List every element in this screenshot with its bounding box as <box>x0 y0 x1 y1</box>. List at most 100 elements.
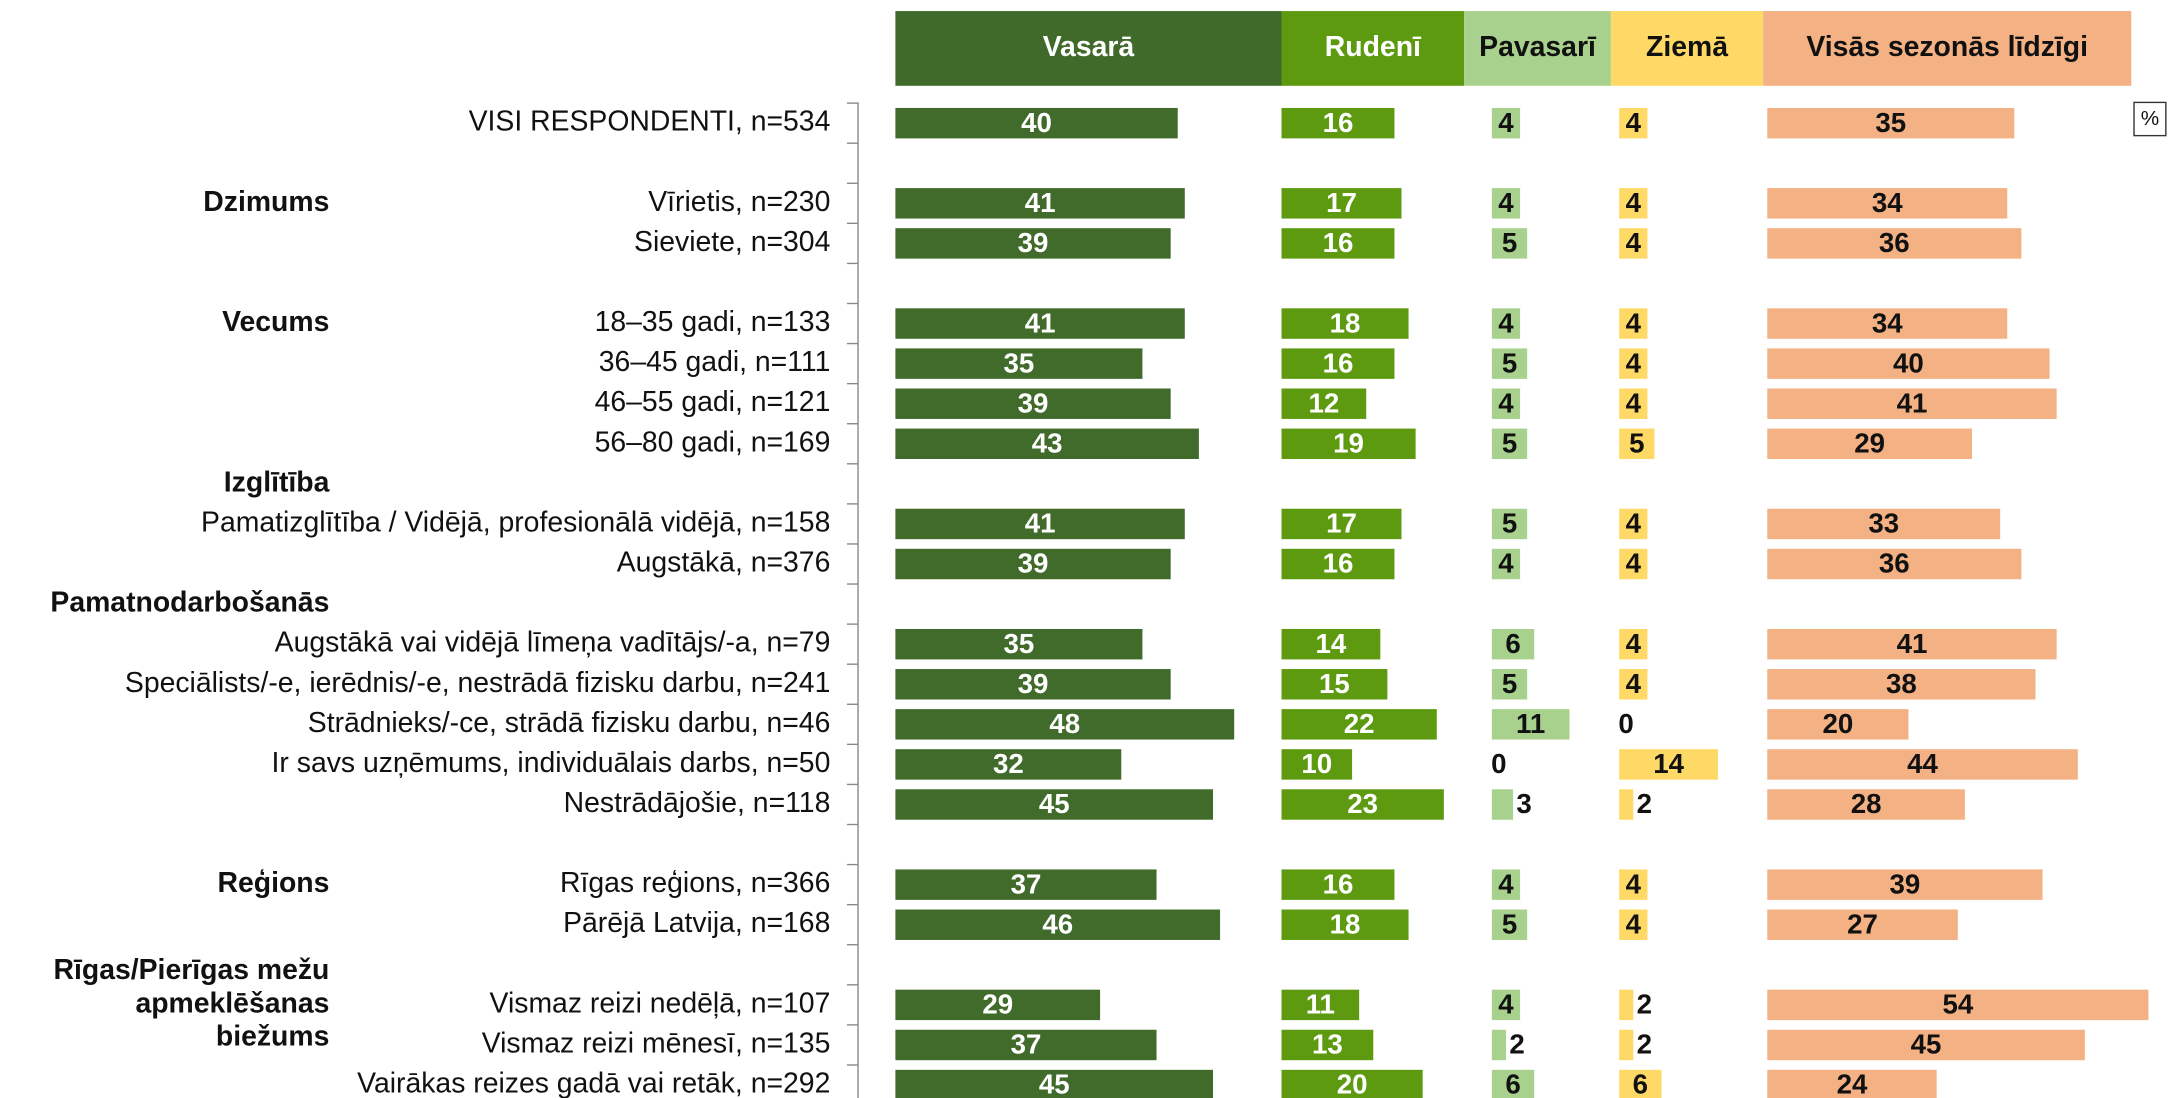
data-label: 6 <box>1505 1069 1520 1098</box>
data-label: 4 <box>1626 628 1642 659</box>
bar <box>1491 628 1535 660</box>
data-label: 5 <box>1629 427 1644 458</box>
bar <box>1767 669 2036 700</box>
bar <box>1767 909 1958 940</box>
data-label: 17 <box>1326 187 1357 218</box>
bar <box>1767 869 2043 900</box>
bar <box>895 548 1171 580</box>
bar <box>1619 628 1648 660</box>
bar <box>895 1069 1214 1098</box>
category-label: Pārējā Latvija, n=168 <box>563 907 830 939</box>
data-label: 16 <box>1323 347 1354 378</box>
bar <box>895 348 1143 379</box>
category-label: Vairākas reizes gadā vai retāk, n=292 <box>357 1068 830 1098</box>
bar <box>895 188 1185 219</box>
data-label: 4 <box>1626 548 1642 579</box>
bar <box>1281 789 1444 820</box>
category-label: Augstākā, n=376 <box>617 547 831 579</box>
data-label: 0 <box>1618 708 1633 739</box>
bar <box>1281 1069 1423 1098</box>
series-header <box>1281 11 1465 86</box>
bar <box>1767 388 2057 419</box>
legend-label: Vasarā <box>1043 31 1135 63</box>
data-label: 38 <box>1886 668 1917 699</box>
data-label: 28 <box>1851 788 1882 819</box>
data-label: 29 <box>1854 427 1885 458</box>
bar <box>895 789 1214 820</box>
data-label: 39 <box>1018 668 1049 699</box>
data-label: 44 <box>1907 748 1938 779</box>
bar <box>1491 188 1521 219</box>
group-label: Pamatnodarbošanās <box>50 587 329 619</box>
category-label: Pamatizglītība / Vidējā, profesionālā vi… <box>201 506 830 538</box>
bar <box>1491 548 1521 580</box>
data-label: 16 <box>1323 227 1354 258</box>
category-label: Nestrādājošie, n=118 <box>564 787 831 819</box>
bar <box>895 428 1199 460</box>
data-label: 11 <box>1306 989 1335 1020</box>
data-label: 4 <box>1498 548 1514 579</box>
bar <box>895 228 1171 259</box>
category-label: 36–45 gadi, n=111 <box>599 346 831 378</box>
category-label: Rīgas reģions, n=366 <box>560 867 830 899</box>
data-label: 4 <box>1626 347 1642 378</box>
bar <box>1491 107 1521 139</box>
data-label: 4 <box>1498 868 1514 899</box>
category-label: Speciālists/-e, ierēdnis/-e, nestrādā fi… <box>125 667 830 699</box>
bar <box>1767 548 2022 580</box>
category-label: Vismaz reizi nedēļā, n=107 <box>490 987 831 1019</box>
data-label: 41 <box>1897 387 1928 418</box>
bar <box>1619 749 1719 780</box>
bar <box>1767 709 1909 740</box>
data-label: 6 <box>1633 1069 1648 1098</box>
bar <box>1491 348 1528 379</box>
data-label: 19 <box>1333 427 1364 458</box>
group-label: Dzimums <box>203 186 329 218</box>
data-label: 34 <box>1872 187 1903 218</box>
bar <box>895 1029 1157 1061</box>
data-label: 16 <box>1323 868 1354 899</box>
data-label: 35 <box>1004 347 1035 378</box>
series-header <box>1763 11 2132 86</box>
bar <box>895 388 1171 419</box>
data-label: 5 <box>1502 227 1517 258</box>
data-label: 41 <box>1025 307 1056 338</box>
data-label: 45 <box>1911 1029 1942 1060</box>
category-label: Vīrietis, n=230 <box>648 186 830 218</box>
data-label: 41 <box>1025 508 1056 539</box>
data-label: 13 <box>1312 1029 1343 1060</box>
data-label: 34 <box>1872 307 1903 338</box>
data-label: 37 <box>1011 868 1042 899</box>
legend-label: Ziemā <box>1646 31 1728 63</box>
bar <box>895 669 1171 700</box>
bar <box>1281 188 1402 219</box>
data-label: 4 <box>1498 307 1514 338</box>
bar <box>1619 188 1648 219</box>
category-label: Ir savs uzņēmums, individuālais darbs, n… <box>272 747 831 779</box>
group-label: apmeklēšanas <box>135 987 329 1019</box>
bar <box>1619 1069 1662 1098</box>
data-label: 0 <box>1491 748 1506 779</box>
bar <box>1619 1029 1634 1061</box>
legend-label: Pavasarī <box>1479 31 1597 63</box>
data-label: 46 <box>1042 908 1073 939</box>
bar <box>1619 508 1648 540</box>
data-label: 39 <box>1018 387 1049 418</box>
data-label: 14 <box>1653 748 1684 779</box>
bar <box>1491 669 1528 700</box>
bar <box>1767 1069 1937 1098</box>
bar <box>1619 669 1648 700</box>
data-label: 16 <box>1323 107 1354 138</box>
data-label: 43 <box>1032 427 1063 458</box>
bar <box>1619 308 1648 339</box>
data-label: 4 <box>1626 107 1642 138</box>
bar <box>895 508 1185 540</box>
bar <box>1281 428 1416 460</box>
bar <box>1767 789 1965 820</box>
data-label: 4 <box>1626 668 1642 699</box>
bar <box>1281 228 1395 259</box>
bar <box>1767 348 2050 379</box>
data-label: 24 <box>1837 1069 1868 1098</box>
bar <box>1767 107 2015 139</box>
data-label: 14 <box>1316 628 1347 659</box>
